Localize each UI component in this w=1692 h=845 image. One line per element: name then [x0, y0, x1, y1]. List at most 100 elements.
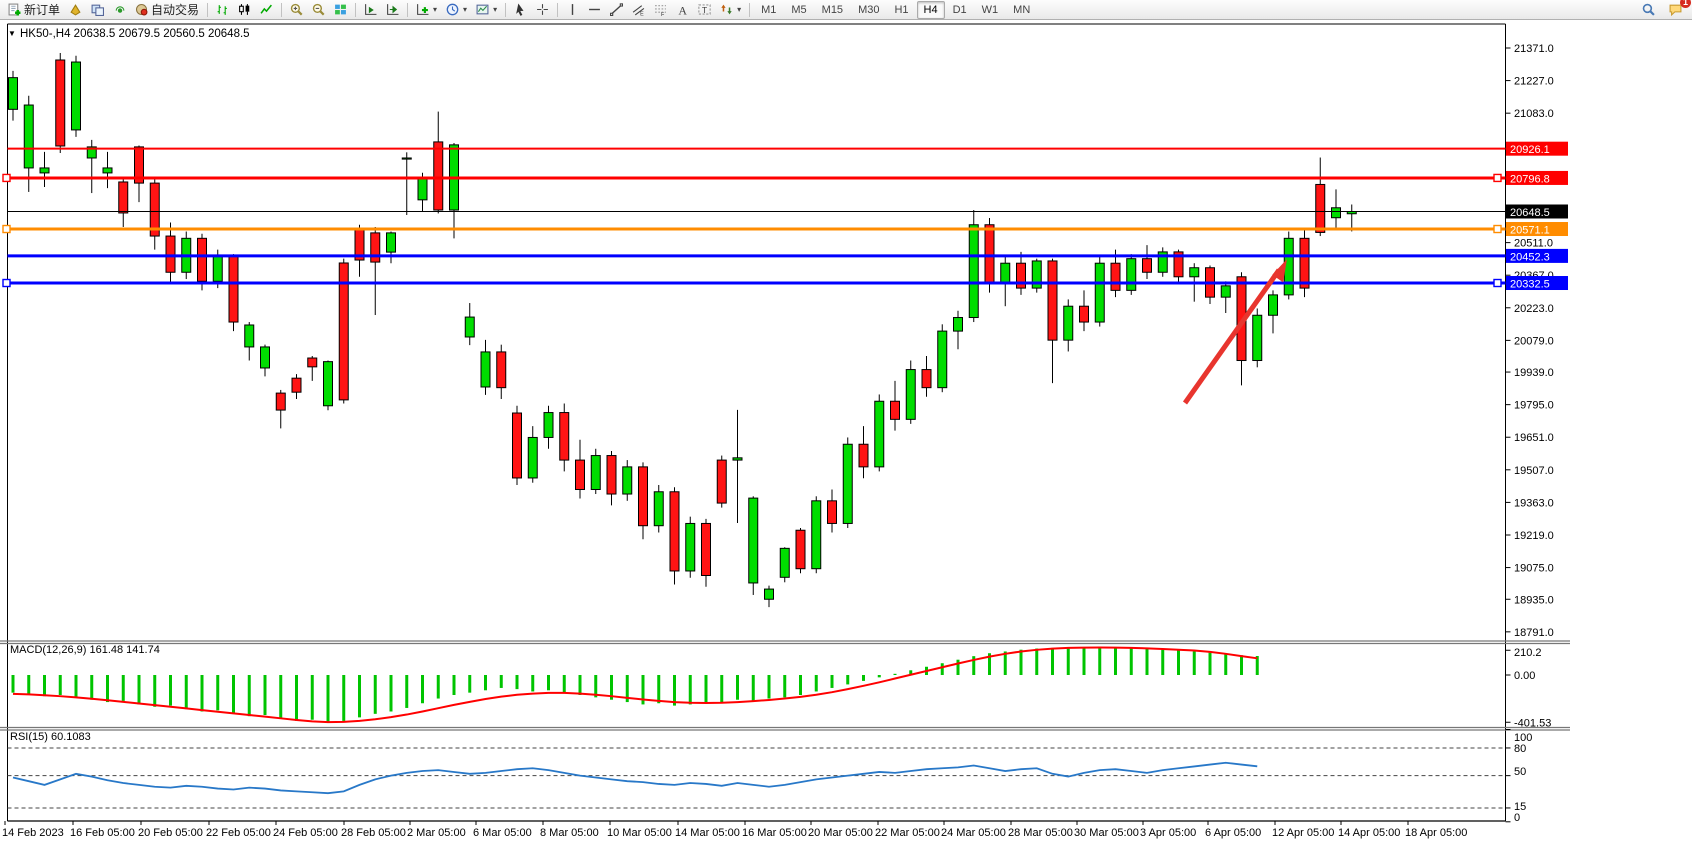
toolbar-separator — [557, 2, 559, 17]
timeframe-button-d1[interactable]: D1 — [952, 3, 967, 16]
toolbar: 新订单 自动交易 ▾ ▾ ▾ E F A T ▾ M1 M5 M15 M30 H1 H4 D1 W1 MN 1 — [0, 0, 1692, 20]
fibonacci-button[interactable]: F — [650, 0, 671, 20]
macd-axis-label: -401.53 — [1514, 717, 1551, 729]
indicator-icon — [416, 3, 429, 16]
signals-button[interactable] — [109, 0, 130, 20]
line-endpoint-marker[interactable] — [1493, 173, 1502, 183]
new-order-button[interactable]: 新订单 — [4, 0, 64, 20]
arrows-button[interactable]: ▾ — [716, 0, 745, 20]
horizontal-line-objects[interactable] — [2, 147, 1506, 288]
channel-button[interactable]: E — [628, 0, 649, 20]
chart-shift-button[interactable] — [382, 0, 403, 20]
indicators-button[interactable]: ▾ — [412, 0, 441, 20]
time-axis-label: 2 Mar 05:00 — [407, 827, 466, 839]
toolbar-separator — [207, 2, 209, 17]
rsi-axis-label: 15 — [1514, 801, 1526, 813]
chart-window[interactable]: ▼ HK50-,H4 20638.5 20679.5 20560.5 20648.… — [0, 20, 1692, 845]
rsi-axis-label: 0 — [1514, 812, 1520, 824]
chart-dropdown-icon: ▼ — [8, 29, 16, 38]
trendline-button[interactable] — [606, 0, 627, 20]
svg-text:E: E — [640, 11, 644, 16]
zoomin-icon — [290, 3, 303, 16]
line-endpoint-marker[interactable] — [2, 173, 11, 183]
time-axis-label: 22 Mar 05:00 — [875, 827, 940, 839]
timeframe-button-h1[interactable]: H1 — [894, 3, 909, 16]
chart-background — [0, 20, 1692, 845]
autotrade-icon — [135, 3, 148, 16]
search-button[interactable] — [1638, 0, 1659, 20]
tile-windows-button[interactable] — [330, 0, 351, 20]
timeframe-button-m1[interactable]: M1 — [761, 3, 777, 16]
zoomout-icon — [312, 3, 325, 16]
profiles-button[interactable] — [87, 0, 108, 20]
macd-panel[interactable]: MACD(12,26,9) 161.48 141.74 210.2 0.00 -401… — [10, 644, 1551, 729]
price-axis[interactable]: 21371.021227.021083.020511.020367.020223… — [1505, 43, 1569, 639]
linechart-icon — [260, 3, 273, 16]
time-axis-label: 30 Mar 05:00 — [1074, 827, 1139, 839]
channel-icon: E — [632, 3, 645, 16]
text-label-button[interactable]: T — [694, 0, 715, 20]
template-icon — [476, 3, 489, 16]
line-chart-button[interactable] — [256, 0, 277, 20]
timeframe-button-m15[interactable]: M15 — [821, 3, 844, 16]
timeframe-button-w1[interactable]: W1 — [981, 3, 999, 16]
price-level-badge-value: 20648.5 — [1510, 207, 1550, 219]
cursor-button[interactable] — [510, 0, 531, 20]
main-chart-panel[interactable] — [2, 52, 1506, 608]
zoom-out-button[interactable] — [308, 0, 329, 20]
templates-button[interactable]: ▾ — [472, 0, 501, 20]
notifications-button[interactable]: 1 — [1665, 0, 1691, 20]
new-chart-button[interactable] — [65, 0, 86, 20]
text-button[interactable]: A — [672, 0, 693, 20]
svg-text:T: T — [702, 5, 708, 15]
chevron-down-icon: ▾ — [463, 5, 468, 14]
order-icon — [8, 3, 21, 16]
time-axis-label: 14 Mar 05:00 — [675, 827, 740, 839]
line-endpoint-marker[interactable] — [1493, 278, 1502, 288]
label-icon: T — [698, 3, 711, 16]
vertical-line-button[interactable] — [562, 0, 583, 20]
macd-axis-label: 0.00 — [1514, 670, 1535, 682]
chart-title-text: HK50-,H4 20638.5 20679.5 20560.5 20648.5 — [20, 28, 250, 40]
line-endpoint-marker[interactable] — [1493, 224, 1502, 234]
price-level-badge-value: 20796.8 — [1510, 173, 1550, 185]
candlestick-chart-button[interactable] — [234, 0, 255, 20]
time-axis-label: 16 Feb 05:00 — [70, 827, 135, 839]
chevron-down-icon: ▾ — [433, 5, 438, 14]
bar-chart-button[interactable] — [212, 0, 233, 20]
line-endpoint-marker[interactable] — [2, 224, 11, 234]
toolbar-right-group: 1 — [1638, 0, 1691, 20]
time-axis-label: 24 Mar 05:00 — [941, 827, 1006, 839]
tile-icon — [334, 3, 347, 16]
toolbar-separator — [281, 2, 283, 17]
zoom-in-button[interactable] — [286, 0, 307, 20]
timeframe-button-mn[interactable]: MN — [1013, 3, 1031, 16]
svg-text:A: A — [678, 3, 687, 16]
price-level-badge — [1506, 248, 1568, 263]
price-tick-label: 19795.0 — [1514, 400, 1554, 412]
horizontal-line-button[interactable] — [584, 0, 605, 20]
price-tick-label: 19507.0 — [1514, 465, 1554, 477]
price-level-badge — [1506, 204, 1568, 219]
timeframe-button-h4[interactable]: H4 — [916, 0, 945, 19]
time-axis-label: 28 Mar 05:00 — [1008, 827, 1073, 839]
line-endpoint-marker[interactable] — [2, 278, 11, 288]
price-tick-label: 20079.0 — [1514, 335, 1554, 347]
time-axis-label: 24 Feb 05:00 — [273, 827, 338, 839]
vline-icon — [566, 3, 579, 16]
auto-scroll-button[interactable] — [360, 0, 381, 20]
trend-arrow-annotation[interactable] — [1182, 259, 1287, 405]
timeframe-button-m5[interactable]: M5 — [791, 3, 807, 16]
time-axis-label: 28 Feb 05:00 — [341, 827, 406, 839]
crosshair-button[interactable] — [532, 0, 553, 20]
toolbar-separator — [505, 2, 507, 17]
autotrading-button[interactable]: 自动交易 — [131, 0, 203, 20]
periods-button[interactable]: ▾ — [442, 0, 471, 20]
time-axis[interactable]: 14 Feb 2023 16 Feb 05:00 20 Feb 05:00 22 Fe… — [2, 821, 1467, 839]
textA-icon: A — [676, 3, 689, 16]
price-tick-label: 19939.0 — [1514, 367, 1554, 379]
timeframe-button-m30[interactable]: M30 — [858, 3, 880, 16]
chevron-down-icon: ▾ — [493, 5, 498, 14]
time-axis-label: 6 Mar 05:00 — [473, 827, 532, 839]
